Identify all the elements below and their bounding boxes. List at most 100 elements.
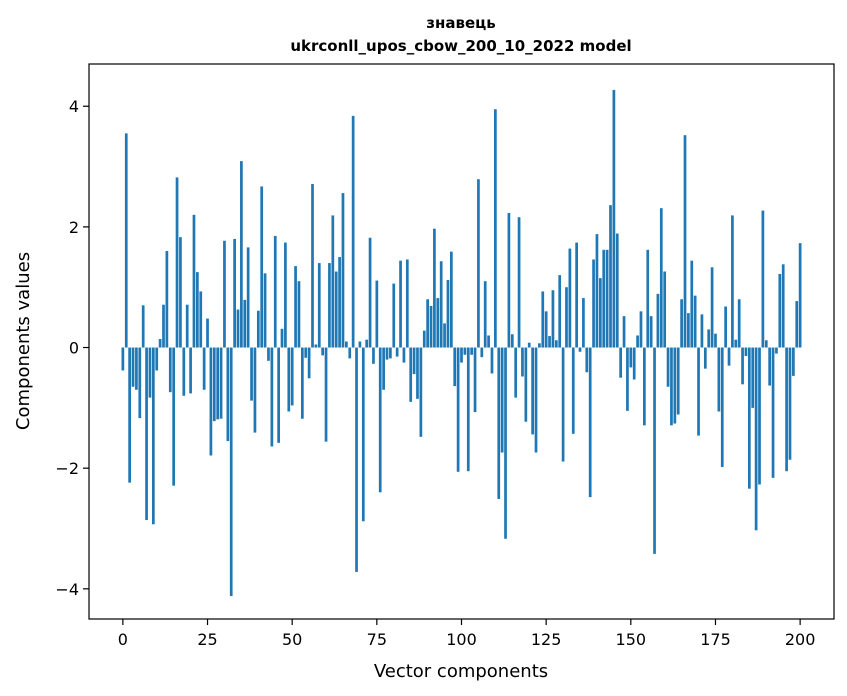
bar-192 (771, 347, 775, 478)
bar-171 (700, 314, 704, 348)
bar-68 (351, 115, 355, 348)
bar-58 (317, 263, 321, 348)
bar-2 (128, 347, 131, 483)
bar-138 (588, 347, 592, 498)
bar-125 (544, 311, 548, 348)
bar-60 (324, 347, 328, 442)
bar-41 (260, 186, 264, 348)
bar-156 (649, 316, 653, 348)
bar-194 (778, 273, 782, 348)
x-tick-label-100: 100 (446, 630, 477, 649)
bar-55 (307, 347, 311, 379)
bar-146 (615, 233, 619, 348)
bar-169 (693, 295, 697, 348)
bar-83 (402, 347, 406, 363)
bar-148 (622, 316, 626, 348)
bar-92 (433, 228, 436, 348)
bar-76 (378, 347, 382, 493)
bar-167 (687, 313, 690, 348)
bar-8 (148, 347, 152, 398)
bar-185 (747, 347, 751, 489)
bar-162 (670, 347, 673, 426)
bar-25 (206, 318, 209, 348)
chart-title-line-2: ukrconll_upos_cbow_200_10_2022 model (290, 37, 631, 55)
bar-105 (477, 179, 480, 348)
bar-77 (382, 347, 385, 390)
y-tick-label-3: 2 (69, 218, 79, 237)
bar-36 (243, 299, 247, 348)
bar-121 (531, 347, 534, 435)
bar-136 (582, 298, 585, 348)
bar-32 (229, 347, 233, 597)
bar-0 (121, 347, 125, 371)
bar-33 (233, 238, 236, 348)
bar-143 (605, 249, 609, 348)
bar-85 (409, 347, 413, 402)
bar-95 (443, 323, 446, 348)
bar-144 (609, 205, 612, 348)
bar-184 (744, 347, 748, 356)
bar-48 (284, 242, 287, 348)
bar-5 (138, 347, 142, 419)
bar-81 (395, 347, 399, 357)
bar-183 (741, 347, 744, 385)
bar-123 (538, 343, 541, 348)
bar-170 (697, 347, 700, 436)
bar-166 (683, 135, 687, 348)
bar-130 (561, 347, 565, 462)
bar-118 (521, 347, 524, 377)
bar-126 (548, 336, 551, 348)
bar-80 (392, 283, 396, 348)
bar-114 (507, 213, 511, 348)
bar-150 (629, 347, 633, 368)
bar-187 (754, 347, 758, 531)
bar-157 (653, 347, 656, 554)
bar-141 (598, 278, 602, 348)
bar-168 (690, 260, 694, 348)
bar-119 (524, 347, 528, 422)
x-tick-label-125: 125 (531, 630, 562, 649)
bar-39 (253, 347, 257, 433)
y-tick-label-2: 0 (69, 339, 79, 358)
bar-57 (314, 344, 318, 348)
bar-102 (466, 347, 470, 472)
bar-158 (656, 293, 660, 348)
bar-74 (372, 347, 375, 364)
bar-165 (680, 299, 683, 348)
bar-87 (416, 347, 419, 399)
bar-110 (494, 109, 497, 348)
bar-61 (328, 263, 331, 348)
x-tick-label-175: 175 (700, 630, 731, 649)
bar-62 (331, 215, 335, 348)
bar-193 (775, 347, 778, 354)
bar-109 (490, 347, 494, 374)
bar-56 (311, 184, 314, 348)
bar-178 (724, 306, 727, 348)
bar-181 (734, 339, 738, 348)
y-tick-label-1: −2 (55, 459, 79, 478)
x-tick-label-50: 50 (282, 630, 302, 649)
y-tick-label-0: −4 (55, 580, 79, 599)
bar-27 (212, 347, 216, 422)
bar-127 (551, 290, 555, 348)
bar-117 (517, 217, 521, 348)
bar-180 (731, 215, 734, 348)
bar-99 (456, 347, 460, 472)
bar-3 (131, 347, 135, 387)
bar-72 (365, 339, 369, 348)
bar-26 (209, 347, 213, 456)
bar-161 (666, 347, 670, 387)
bar-113 (504, 347, 507, 539)
bar-75 (375, 280, 379, 348)
bar-115 (510, 334, 514, 348)
bar-21 (192, 214, 196, 348)
bar-137 (585, 347, 589, 373)
bar-98 (453, 347, 457, 387)
bar-139 (592, 259, 595, 348)
bar-50 (290, 347, 294, 406)
bar-131 (565, 287, 568, 348)
bar-46 (277, 347, 280, 443)
bar-160 (663, 271, 667, 348)
bar-140 (595, 234, 599, 348)
bar-35 (240, 161, 243, 348)
